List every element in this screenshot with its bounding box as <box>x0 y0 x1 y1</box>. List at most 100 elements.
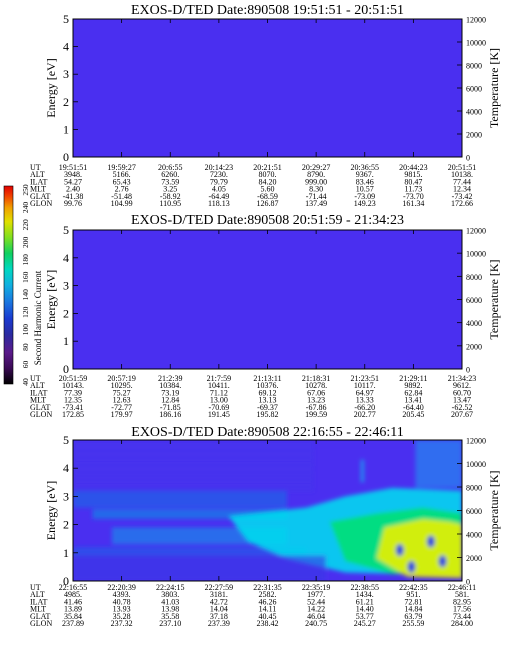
row-value: 2582. <box>259 590 277 599</box>
row-value: -73.70 <box>403 192 424 201</box>
y-tick-label: 3 <box>63 489 69 503</box>
row-value: 205.45 <box>402 410 424 419</box>
row-value: -68.59 <box>257 192 278 201</box>
spectrogram-panel-3: EXOS-D/TED Date:890508 22:16:55 - 22:46:… <box>30 425 501 628</box>
row-value: 14.04 <box>210 605 228 614</box>
row-label-alt: ALT <box>30 590 45 599</box>
row-value: 13.93 <box>113 605 131 614</box>
row-value: 12.84 <box>161 396 179 405</box>
row-value: 195.82 <box>257 410 279 419</box>
row-value: 5166. <box>113 170 131 179</box>
row-value: 4393. <box>113 590 131 599</box>
row-label-alt: ALT <box>30 381 45 390</box>
row-value: -64.49 <box>209 192 230 201</box>
row-value: -72.77 <box>111 403 132 412</box>
y-tick-label: 1 <box>63 122 69 136</box>
panel-title: EXOS-D/TED Date:890508 22:16:55 - 22:46:… <box>131 425 403 440</box>
spectrogram-panel-1: EXOS-D/TED Date:890508 19:51:51 - 20:51:… <box>30 3 501 208</box>
row-value: 149.23 <box>354 199 376 208</box>
row-label-glat: GLAT <box>30 612 51 621</box>
row-value: 20:21:51 <box>253 163 281 172</box>
row-value: 35.58 <box>161 612 179 621</box>
row-value: 72.81 <box>404 597 422 606</box>
row-value: 21:18:31 <box>302 374 330 383</box>
row-value: 199.59 <box>305 410 327 419</box>
row-value: 62.84 <box>404 388 422 397</box>
row-value: 77.39 <box>64 388 82 397</box>
row-value: 21:34:23 <box>448 374 476 383</box>
row-value: 186.16 <box>159 410 181 419</box>
y2-tick-label: 0 <box>466 578 470 587</box>
row-value: 284.00 <box>451 619 473 628</box>
row-value: 1977. <box>307 590 325 599</box>
y-tick-label: 3 <box>63 279 69 293</box>
y2-axis-label: Temperature [K] <box>487 48 501 128</box>
row-label-ilat: ILAT <box>30 177 47 186</box>
row-value: -62.52 <box>452 403 473 412</box>
row-value: 21:7:59 <box>207 374 231 383</box>
y2-tick-label: 10000 <box>466 250 486 259</box>
row-value: 137.49 <box>305 199 327 208</box>
row-value: 10.57 <box>356 185 374 194</box>
row-value: 1434. <box>356 590 374 599</box>
row-value: 20:51:59 <box>59 374 87 383</box>
row-value: 14.22 <box>307 605 325 614</box>
y2-tick-label: 2000 <box>466 131 482 140</box>
y2-tick-label: 4000 <box>466 108 482 117</box>
row-value: 207.67 <box>451 410 473 419</box>
colorbar-ramp <box>3 185 14 385</box>
row-value: 237.89 <box>62 619 84 628</box>
row-label-glon: GLON <box>30 410 52 419</box>
row-value: 14.11 <box>259 605 277 614</box>
row-value: 21:29:11 <box>399 374 427 383</box>
y-tick-label: 4 <box>63 40 69 54</box>
y-tick-label: 1 <box>63 546 69 560</box>
row-value: 37.18 <box>210 612 228 621</box>
y2-tick-label: 12000 <box>466 227 486 236</box>
row-value: 22:42:35 <box>399 583 427 592</box>
row-value: 10376. <box>257 381 279 390</box>
row-value: 80.47 <box>404 177 422 186</box>
row-value: 73.59 <box>161 177 179 186</box>
y-tick-label: 5 <box>63 433 69 447</box>
row-value: 77.44 <box>453 177 471 186</box>
colorbar-tick-label: 220 <box>21 219 30 231</box>
row-value: 13.23 <box>307 396 325 405</box>
row-value: 13.00 <box>210 396 228 405</box>
y-tick-label: 5 <box>63 223 69 237</box>
y-axis-label: Energy [eV] <box>44 58 58 117</box>
row-value: 67.06 <box>307 388 325 397</box>
row-value: 104.99 <box>111 199 133 208</box>
y2-axis-label: Temperature [K] <box>487 470 501 550</box>
row-value: 237.32 <box>111 619 133 628</box>
row-value: 8070. <box>259 170 277 179</box>
row-value: 9367. <box>356 170 374 179</box>
row-label-alt: ALT <box>30 170 45 179</box>
row-value: 10143. <box>62 381 84 390</box>
row-value: 13.89 <box>64 605 82 614</box>
row-value: 52.44 <box>307 597 325 606</box>
colorbar-tick-label: 40 <box>21 378 30 386</box>
row-value: 22:20:39 <box>107 583 135 592</box>
y2-tick-label: 10000 <box>466 460 486 469</box>
row-value: -41.38 <box>63 192 84 201</box>
row-value: 10138. <box>451 170 473 179</box>
row-value: 42.72 <box>210 597 228 606</box>
row-value: 255.59 <box>402 619 424 628</box>
row-value: 8790. <box>307 170 325 179</box>
row-value: 14.84 <box>404 605 422 614</box>
spectrogram-panel-2: EXOS-D/TED Date:890508 20:51:59 - 21:34:… <box>30 213 501 419</box>
row-value: 22:16:55 <box>59 583 87 592</box>
row-value: 202.77 <box>354 410 376 419</box>
row-value: 22:31:35 <box>253 583 281 592</box>
y2-tick-label: 8000 <box>466 273 482 282</box>
row-value: 20:14:23 <box>205 163 233 172</box>
row-value: 9815. <box>404 170 422 179</box>
row-value: 21:2:39 <box>158 374 182 383</box>
y-tick-label: 0 <box>63 574 69 588</box>
colorbar-tick-label: 180 <box>21 254 30 266</box>
y2-tick-label: 6000 <box>466 85 482 94</box>
row-value: 4985. <box>64 590 82 599</box>
y-axis-label: Energy [eV] <box>44 481 58 540</box>
row-value: 20:51:51 <box>448 163 476 172</box>
